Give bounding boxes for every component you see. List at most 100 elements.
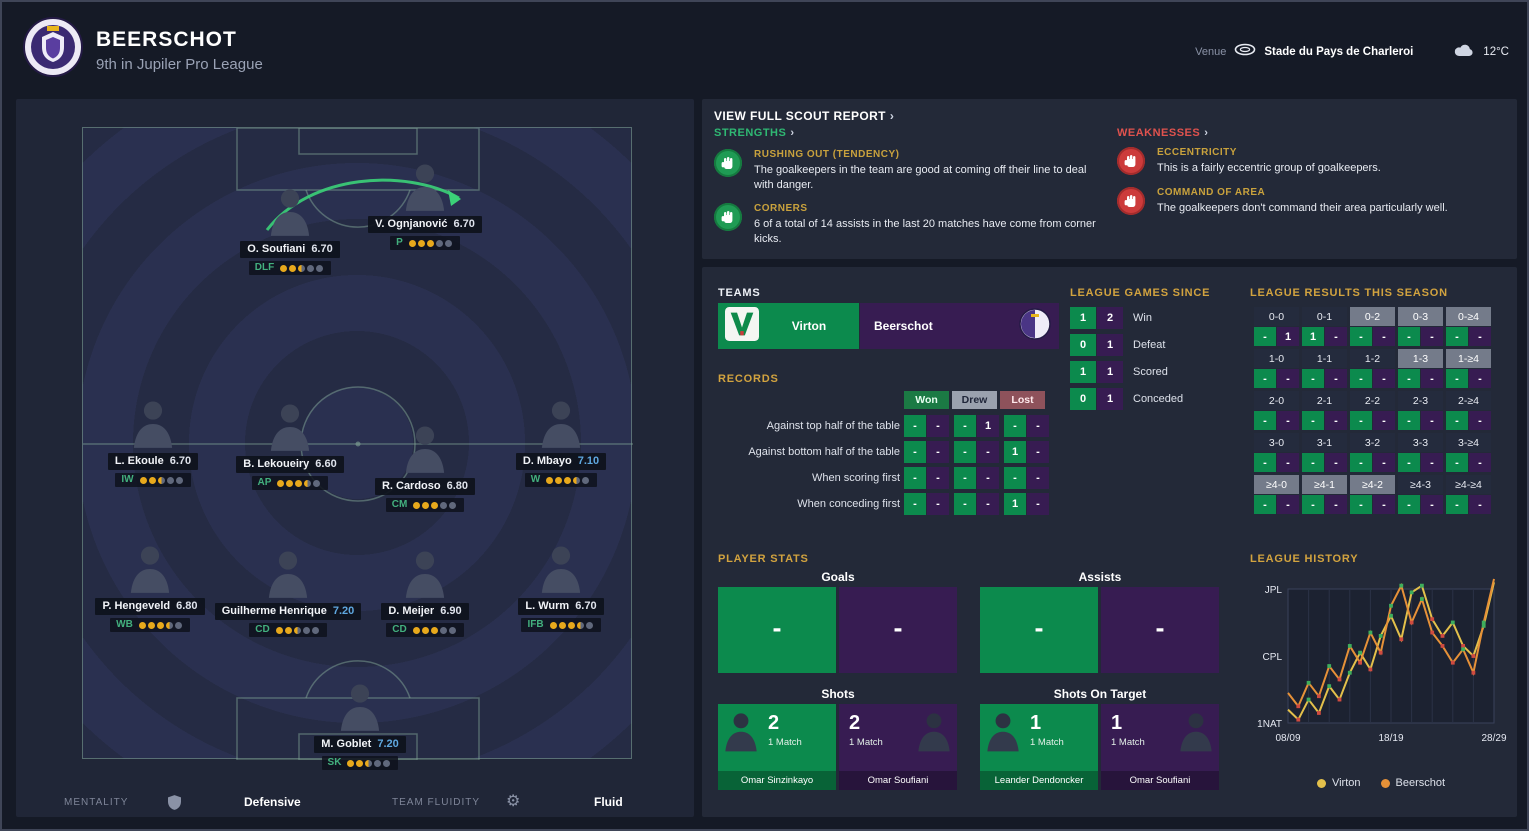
stat-block-away[interactable]: 1 1 Match Omar Soufiani [1101,704,1219,790]
league-games-since-row: 0 1 Conceded [1070,388,1183,410]
result-pair: -- [1446,495,1491,514]
stat-value: 1 [1030,712,1042,734]
player-position: WB [116,619,133,630]
stat-block-away[interactable]: 2 1 Match Omar Soufiani [839,704,957,790]
strength-item: CORNERS 6 of a total of 14 assists in the… [714,203,1104,247]
player-rating: 6.80 [176,600,198,612]
team-bar-virton[interactable]: Virton [718,303,859,349]
stat-block-home[interactable]: 1 1 Match Leander Dendoncker [980,704,1098,790]
record-cell: - [977,441,999,463]
record-cell: - [904,493,926,515]
record-cell: - [1027,467,1049,489]
venue-label: Venue [1195,46,1227,58]
beerschot-crest [1019,307,1051,345]
player-card[interactable]: L. Ekoule 6.70 IW [78,398,228,487]
player-card[interactable]: P. Hengeveld 6.80 WB [75,543,225,632]
result-cell-away: - [1277,369,1299,388]
record-cell: - [927,467,949,489]
player-card[interactable]: L. Wurm 6.70 IFB [486,543,636,632]
player-name: R. Cardoso [381,480,441,492]
result-cell-away: - [1469,327,1491,346]
fluidity-value[interactable]: Fluid [594,795,623,809]
stat-group-shots-on-target: Shots On Target 1 1 Match Leander Dendoncke… [980,684,1220,790]
result-cell-home: - [1398,327,1420,346]
record-cell: - [1004,415,1026,437]
result-pair: -- [1350,327,1395,346]
result-block: 0-1 1- [1302,307,1347,346]
result-block: ≥4-2- - [1350,475,1395,514]
player-rating: 6.70 [453,218,475,230]
venue-name: Stade du Pays de Charleroi [1264,46,1414,58]
player-card[interactable]: Guilherme Henrique 7.20 CD [213,548,363,637]
player-card[interactable]: D. Meijer 6.90 CD [350,548,500,637]
player-rating: 6.80 [446,480,469,492]
league-results-title: LEAGUE RESULTS THIS SEASON [1250,287,1448,299]
temperature: 12°C [1483,46,1509,58]
result-cell-home: - [1398,369,1420,388]
result-cell-home: - [1446,327,1468,346]
record-row: When conceding first - - - -1- [718,493,1050,515]
strength-item: RUSHING OUT (TENDENCY) The goalkeepers in… [714,149,1104,193]
league-games-since-title: LEAGUE GAMES SINCE [1070,287,1211,299]
player-card[interactable]: B. Lekoueiry 6.60 AP [215,401,365,490]
score-cell: 3-3 [1398,433,1443,452]
player-position: IW [121,474,134,485]
player-name: L. Ekoule [114,455,164,467]
player-stats-grid: Goals - - Assists - - Shots 2 1 Match Omar Sinzin… [718,567,1220,790]
stat-group-title: Shots [821,687,855,701]
stat-block-home[interactable]: 2 1 Match Omar Sinzinkayo [718,704,836,790]
score-cell: 2-3 [1398,391,1443,410]
record-label: When conceding first [797,498,900,510]
team-bar-beerschot[interactable]: Beerschot [860,303,1059,349]
player-card[interactable]: R. Cardoso 6.80 CM [350,423,500,512]
view-full-scout-report-link[interactable]: VIEW FULL SCOUT REPORT › [714,109,895,123]
player-card[interactable]: O. Soufiani 6.70 DLF [215,186,365,275]
result-pair: -- [1398,411,1443,430]
result-cell-away: - [1373,327,1395,346]
score-cell: 3-≥4 [1446,433,1491,452]
score-cell: 1-3 [1398,349,1443,368]
result-cell-away: - [1421,369,1443,388]
result-cell-home: - [1254,453,1276,472]
team-fluidity-label: TEAM FLUIDITY [392,796,481,808]
result-pair: -- [1302,453,1347,472]
result-pair: -- [1254,495,1299,514]
lgs-cell-home: 0 [1070,388,1096,410]
result-cell-home: - [1254,327,1276,346]
player-position: P [396,237,403,248]
result-cell-home: - [1302,495,1324,514]
legend-label: Virton [1331,777,1361,789]
player-name: D. Meijer [388,605,435,617]
result-block: 3-0- - [1254,433,1299,472]
stat-player-photo [916,710,952,757]
stat-value: 2 [849,712,861,734]
player-card[interactable]: V. Ognjanović 6.70 P [350,161,500,250]
record-cell: - [977,467,999,489]
result-cell-away: - [1325,327,1347,346]
result-pair: -- [1446,369,1491,388]
mentality-value[interactable]: Defensive [244,795,301,809]
player-card[interactable]: D. Mbayo 7.10 W [486,398,636,487]
record-row: Against bottom half of the table - - - -1- [718,441,1050,463]
result-cell-home: - [1398,411,1420,430]
player-stars [138,621,184,629]
lgs-cell-away: 2 [1097,307,1123,329]
score-cell: 0-2 [1350,307,1395,326]
team-name-beerschot: Beerschot [874,319,933,333]
result-block: 2-0- - [1254,391,1299,430]
league-history-chart: JPL CPL 1NAT 08/09 18/19 28/29 [1252,573,1510,773]
score-cell: 3-2 [1350,433,1395,452]
result-pair: -- [1350,453,1395,472]
player-stars [408,239,454,247]
result-cell-away: - [1277,411,1299,430]
player-card[interactable]: M. Goblet 7.20 SK [285,681,435,770]
strengths-link[interactable]: STRENGTHS › [714,127,795,139]
weaknesses-link[interactable]: WEAKNESSES › [1117,127,1209,139]
gear-icon: ⚙ [506,793,521,810]
score-cell: ≥4-1 [1302,475,1347,494]
player-photo [268,551,308,598]
result-pair: -- [1398,453,1443,472]
stat-player-name: Omar Sinzinkayo [718,771,836,790]
weakness-icon [1117,147,1145,175]
glove-icon [1124,194,1136,207]
